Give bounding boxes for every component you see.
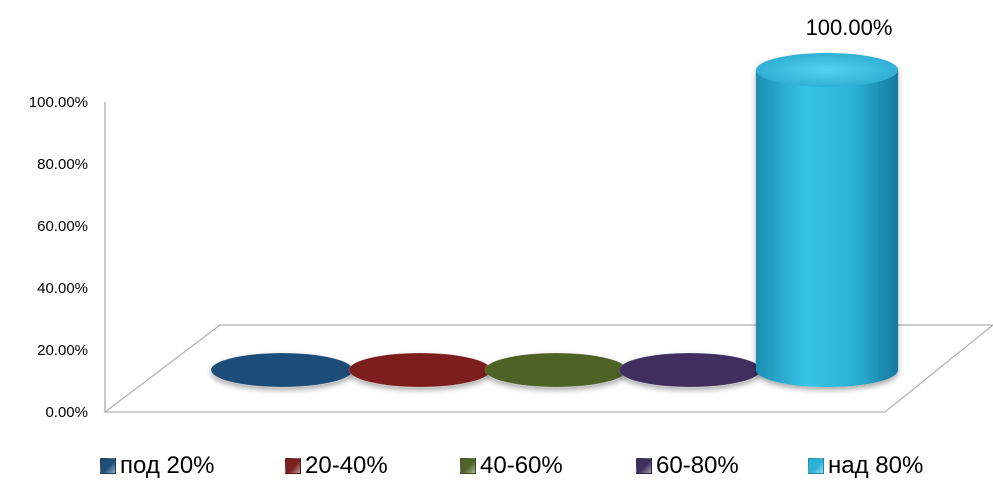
y-tick-label: 40.00% (37, 280, 88, 297)
y-tick-label: 60.00% (37, 218, 88, 235)
legend-label: 20-40% (305, 452, 388, 479)
y-tick-label: 0.00% (45, 404, 88, 421)
legend-swatch (636, 458, 652, 474)
bar-disc-4 (618, 352, 762, 388)
legend-label: под 20% (120, 452, 215, 479)
legend-swatch (285, 458, 301, 474)
bar-disc-1 (210, 352, 354, 388)
bar-cylinder-top (756, 53, 898, 87)
bar-cylinder-5 (756, 53, 898, 387)
bar-cylinder-body (756, 70, 898, 387)
floor-plane (103, 324, 993, 413)
legend-item: над 80% (808, 452, 923, 480)
cylinder-chart: 0.00% 20.00% 40.00% 60.00% 80.00% 100.00% 100… (29, 15, 993, 421)
legend-label: 40-60% (480, 452, 563, 479)
y-tick-label: 100.00% (29, 94, 88, 111)
bar-disc-2 (348, 352, 492, 388)
axes (103, 102, 993, 413)
legend-item: 20-40% (285, 452, 388, 480)
legend-item: 40-60% (460, 452, 563, 480)
chart-marks (210, 53, 898, 388)
legend-item: 60-80% (636, 452, 739, 480)
data-label-5: 100.00% (806, 15, 893, 40)
y-axis-ticks: 0.00% 20.00% 40.00% 60.00% 80.00% 100.00% (29, 94, 88, 421)
legend-swatch (100, 458, 116, 474)
y-tick-label: 80.00% (37, 156, 88, 173)
legend-swatch (460, 458, 476, 474)
bar-disc-3 (484, 352, 628, 388)
legend-item: под 20% (100, 452, 215, 480)
legend-label: 60-80% (656, 452, 739, 479)
legend-label: над 80% (828, 452, 924, 479)
legend: под 20% 20-40% 40-60% 60-80% над 80% (0, 450, 993, 486)
y-tick-label: 20.00% (37, 342, 88, 359)
legend-swatch (808, 458, 824, 474)
data-labels: 100.00% (806, 15, 893, 40)
